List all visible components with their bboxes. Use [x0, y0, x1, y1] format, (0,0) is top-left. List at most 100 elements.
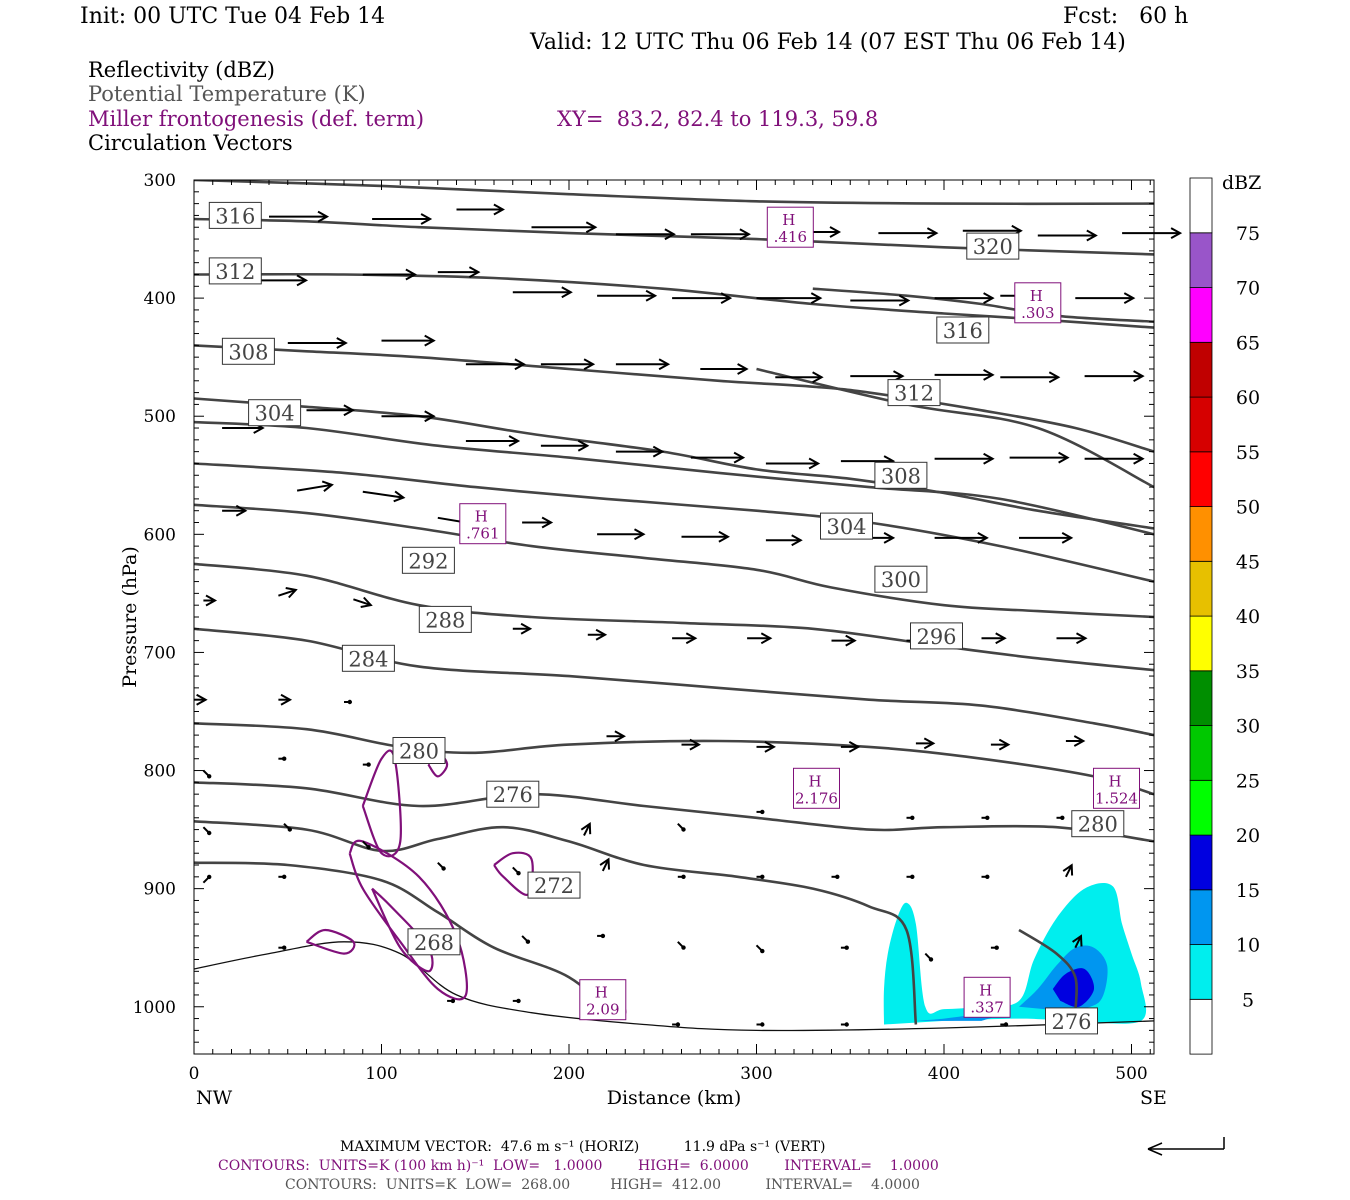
circulation-vector — [362, 762, 371, 767]
y-tick-label: 500 — [144, 407, 176, 427]
frontogenesis-contour-2 — [348, 839, 468, 1001]
circulation-vector — [681, 738, 701, 751]
colorbar-segment — [1189, 451, 1213, 507]
max-marker-h: H — [782, 211, 795, 229]
theta-label: 268 — [407, 928, 461, 956]
colorbar-unit: dBZ — [1222, 172, 1261, 194]
forecast-hour: Fcst: 60 h — [1063, 4, 1189, 29]
circulation-vector — [990, 945, 999, 950]
circulation-vector — [447, 998, 456, 1004]
circulation-vector — [372, 213, 433, 225]
circulation-vector — [672, 632, 698, 645]
plot-frame — [193, 179, 1155, 1055]
circulation-vector — [1037, 229, 1098, 242]
theta-contour-1 — [194, 180, 1154, 206]
circulation-vector — [831, 874, 840, 879]
x-tick-label: 200 — [553, 1064, 585, 1084]
theta-label: 316 — [936, 316, 990, 344]
theta-label: 292 — [401, 546, 455, 574]
theta-label-text: 280 — [1078, 813, 1118, 837]
circulation-vector — [850, 294, 911, 307]
y-axis-title: Pressure (hPa) — [119, 546, 141, 688]
theta-label: 276 — [1045, 1007, 1098, 1035]
circulation-vector — [202, 874, 212, 884]
reflectivity-area-5dbz — [883, 883, 1147, 1025]
theta-contour-4 — [194, 344, 1154, 453]
theta-label-text: 304 — [826, 515, 866, 539]
circulation-vector — [203, 594, 218, 607]
theta-label-text: 316 — [943, 319, 983, 343]
theta-label: 316 — [208, 201, 262, 229]
theta-label-text: 284 — [348, 647, 388, 671]
theta-contour-6 — [194, 397, 1154, 530]
x-left-end-label: NW — [196, 1087, 233, 1109]
circulation-vector — [540, 358, 596, 371]
circulation-vector — [1084, 452, 1145, 465]
circulation-vector — [278, 756, 287, 761]
y-tick-label: 700 — [144, 643, 176, 663]
max-value: 2.09 — [586, 1001, 619, 1019]
circulation-vector — [981, 874, 990, 879]
theta-label-text: 272 — [534, 874, 574, 898]
max-marker-h: H — [475, 508, 488, 526]
circulation-vector — [287, 337, 348, 349]
circulation-vector — [278, 693, 293, 706]
circulation-vector — [283, 822, 292, 832]
theta-label-text: 312 — [894, 382, 934, 406]
circulation-vector — [1065, 735, 1086, 747]
circulation-vector — [1000, 371, 1061, 384]
theta-label-text: 308 — [228, 340, 268, 364]
colorbar-segment — [1189, 506, 1213, 562]
circulation-vector — [269, 210, 330, 223]
theta-contour-8 — [194, 462, 1154, 583]
circulation-vector — [690, 451, 746, 464]
colorbar-level-label: 75 — [1236, 223, 1260, 245]
x-axis-title: Distance (km) — [607, 1087, 742, 1109]
circulation-vector — [906, 815, 915, 820]
circulation-vector — [672, 1022, 681, 1027]
y-tick-label: 800 — [144, 762, 176, 782]
theta-label-text: 320 — [973, 235, 1013, 259]
circulation-vector — [580, 822, 592, 836]
reference-vector-arrow — [1147, 1137, 1225, 1156]
frontogenesis-contour-0 — [361, 749, 402, 858]
circulation-vector — [362, 490, 406, 503]
colorbar: dBZ 5 10 15 20 25 30 35 40 45 50 55 60 65 70 75 — [1189, 172, 1261, 1055]
field-reflectivity: Reflectivity (dBZ) — [88, 58, 276, 82]
circulation-vector — [1019, 532, 1074, 544]
circulation-vector — [756, 1022, 765, 1027]
y-tick-label: 1000 — [133, 998, 176, 1018]
max-marker-h: H — [809, 772, 822, 790]
colorbar-level-label: 5 — [1242, 989, 1254, 1011]
theta-contour-0 — [194, 217, 1154, 256]
circulation-vector — [362, 840, 371, 850]
circulation-vector — [990, 738, 1011, 751]
circulation-vector — [878, 227, 939, 239]
circulation-vector — [756, 809, 765, 815]
circulation-vector — [840, 741, 861, 753]
circulation-vector — [756, 292, 823, 304]
circulation-vector — [765, 534, 803, 547]
theta-label-text: 268 — [414, 931, 454, 955]
theta-label: 296 — [910, 622, 963, 650]
max-marker-h: H — [1030, 287, 1043, 305]
circulation-vector — [1056, 632, 1088, 645]
circulation-vector — [587, 628, 608, 641]
theta-label-text: 316 — [215, 204, 255, 228]
circulation-vector — [934, 532, 989, 544]
circulation-vector — [278, 945, 287, 950]
colorbar-segment — [1189, 779, 1213, 836]
theta-label: 288 — [418, 605, 472, 633]
circulation-vector — [381, 334, 436, 347]
circulation-vector — [934, 452, 995, 465]
circulation-vector — [381, 410, 436, 423]
theta-contour-9 — [194, 503, 1154, 619]
colorbar-level-label: 25 — [1236, 770, 1260, 792]
circulation-vector — [755, 944, 765, 954]
circulation-vector — [512, 286, 573, 299]
colorbar-segment — [1189, 670, 1213, 726]
colorbar-segment — [1189, 834, 1213, 891]
circulation-vector — [344, 699, 352, 705]
x-tick-label: 0 — [189, 1064, 200, 1084]
circulation-vector — [202, 769, 212, 779]
